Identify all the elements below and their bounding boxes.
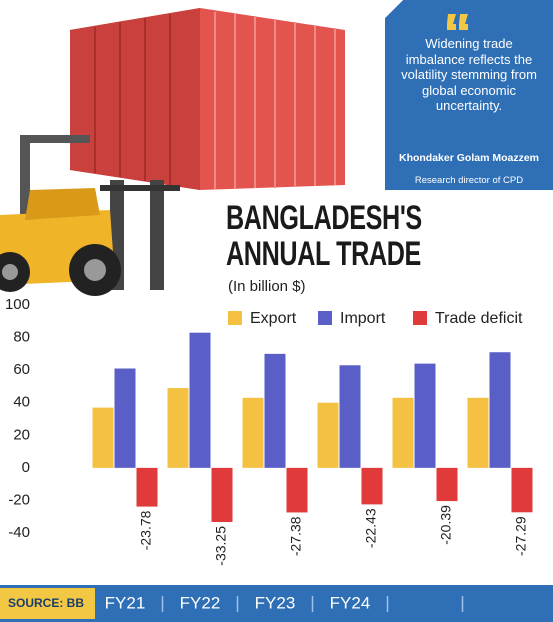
x-tick-label: FY21 (105, 593, 146, 612)
bar (436, 467, 458, 502)
value-label: -20.39 (438, 505, 454, 545)
legend-label: Export (250, 310, 297, 327)
x-tick-label: FY23 (255, 593, 296, 612)
bar (414, 363, 436, 468)
x-tick-label: FY24 (330, 593, 371, 612)
quote-mark (447, 14, 468, 30)
y-tick-label: -40 (8, 524, 30, 541)
bar (317, 402, 339, 468)
quote-author: Khondaker Golam Moazzem (398, 152, 540, 164)
quote-role: Research director of CPD (414, 175, 524, 186)
chart-title: BANGLADESH'S ANNUAL TRADE (226, 199, 422, 273)
legend-label: Import (340, 310, 386, 327)
bar (136, 467, 158, 507)
y-tick-label: 40 (13, 394, 30, 411)
legend-swatch (318, 311, 332, 325)
container-illustration (70, 8, 345, 190)
bar (167, 388, 189, 468)
value-label: -33.25 (213, 526, 229, 566)
value-label: -27.38 (288, 516, 304, 556)
y-tick-label: 100 (5, 296, 30, 313)
quote-text: Widening trade imbalance reflects the vo… (401, 36, 537, 113)
value-label: -22.43 (363, 508, 379, 548)
y-tick-label: 80 (13, 329, 30, 346)
source: SOURCE: BB (7, 596, 84, 610)
y-tick-label: 20 (13, 426, 30, 443)
legend-label: Trade deficit (435, 310, 523, 327)
bar (361, 467, 383, 505)
legend-swatch (228, 311, 242, 325)
bar (392, 397, 414, 468)
bar (211, 467, 233, 523)
quote-box (385, 0, 553, 190)
chart-subtitle: (In billion $) (228, 278, 306, 295)
value-label: -27.29 (513, 516, 529, 556)
y-tick-label: 60 (13, 361, 30, 378)
bar (489, 352, 511, 468)
bar (92, 407, 114, 468)
bar (242, 397, 264, 468)
bar (339, 365, 361, 468)
bar (189, 332, 211, 468)
legend-swatch (413, 311, 427, 325)
x-tick-label: FY22 (180, 593, 221, 612)
bar (467, 397, 489, 468)
value-label: -23.78 (138, 510, 154, 550)
forklift-illustration (0, 135, 180, 296)
bar (114, 368, 136, 468)
bar (264, 353, 286, 468)
y-tick-label: 0 (22, 459, 30, 476)
bar (286, 467, 308, 513)
y-tick-label: -20 (8, 491, 30, 508)
source-box (0, 588, 95, 619)
bar (511, 467, 533, 513)
